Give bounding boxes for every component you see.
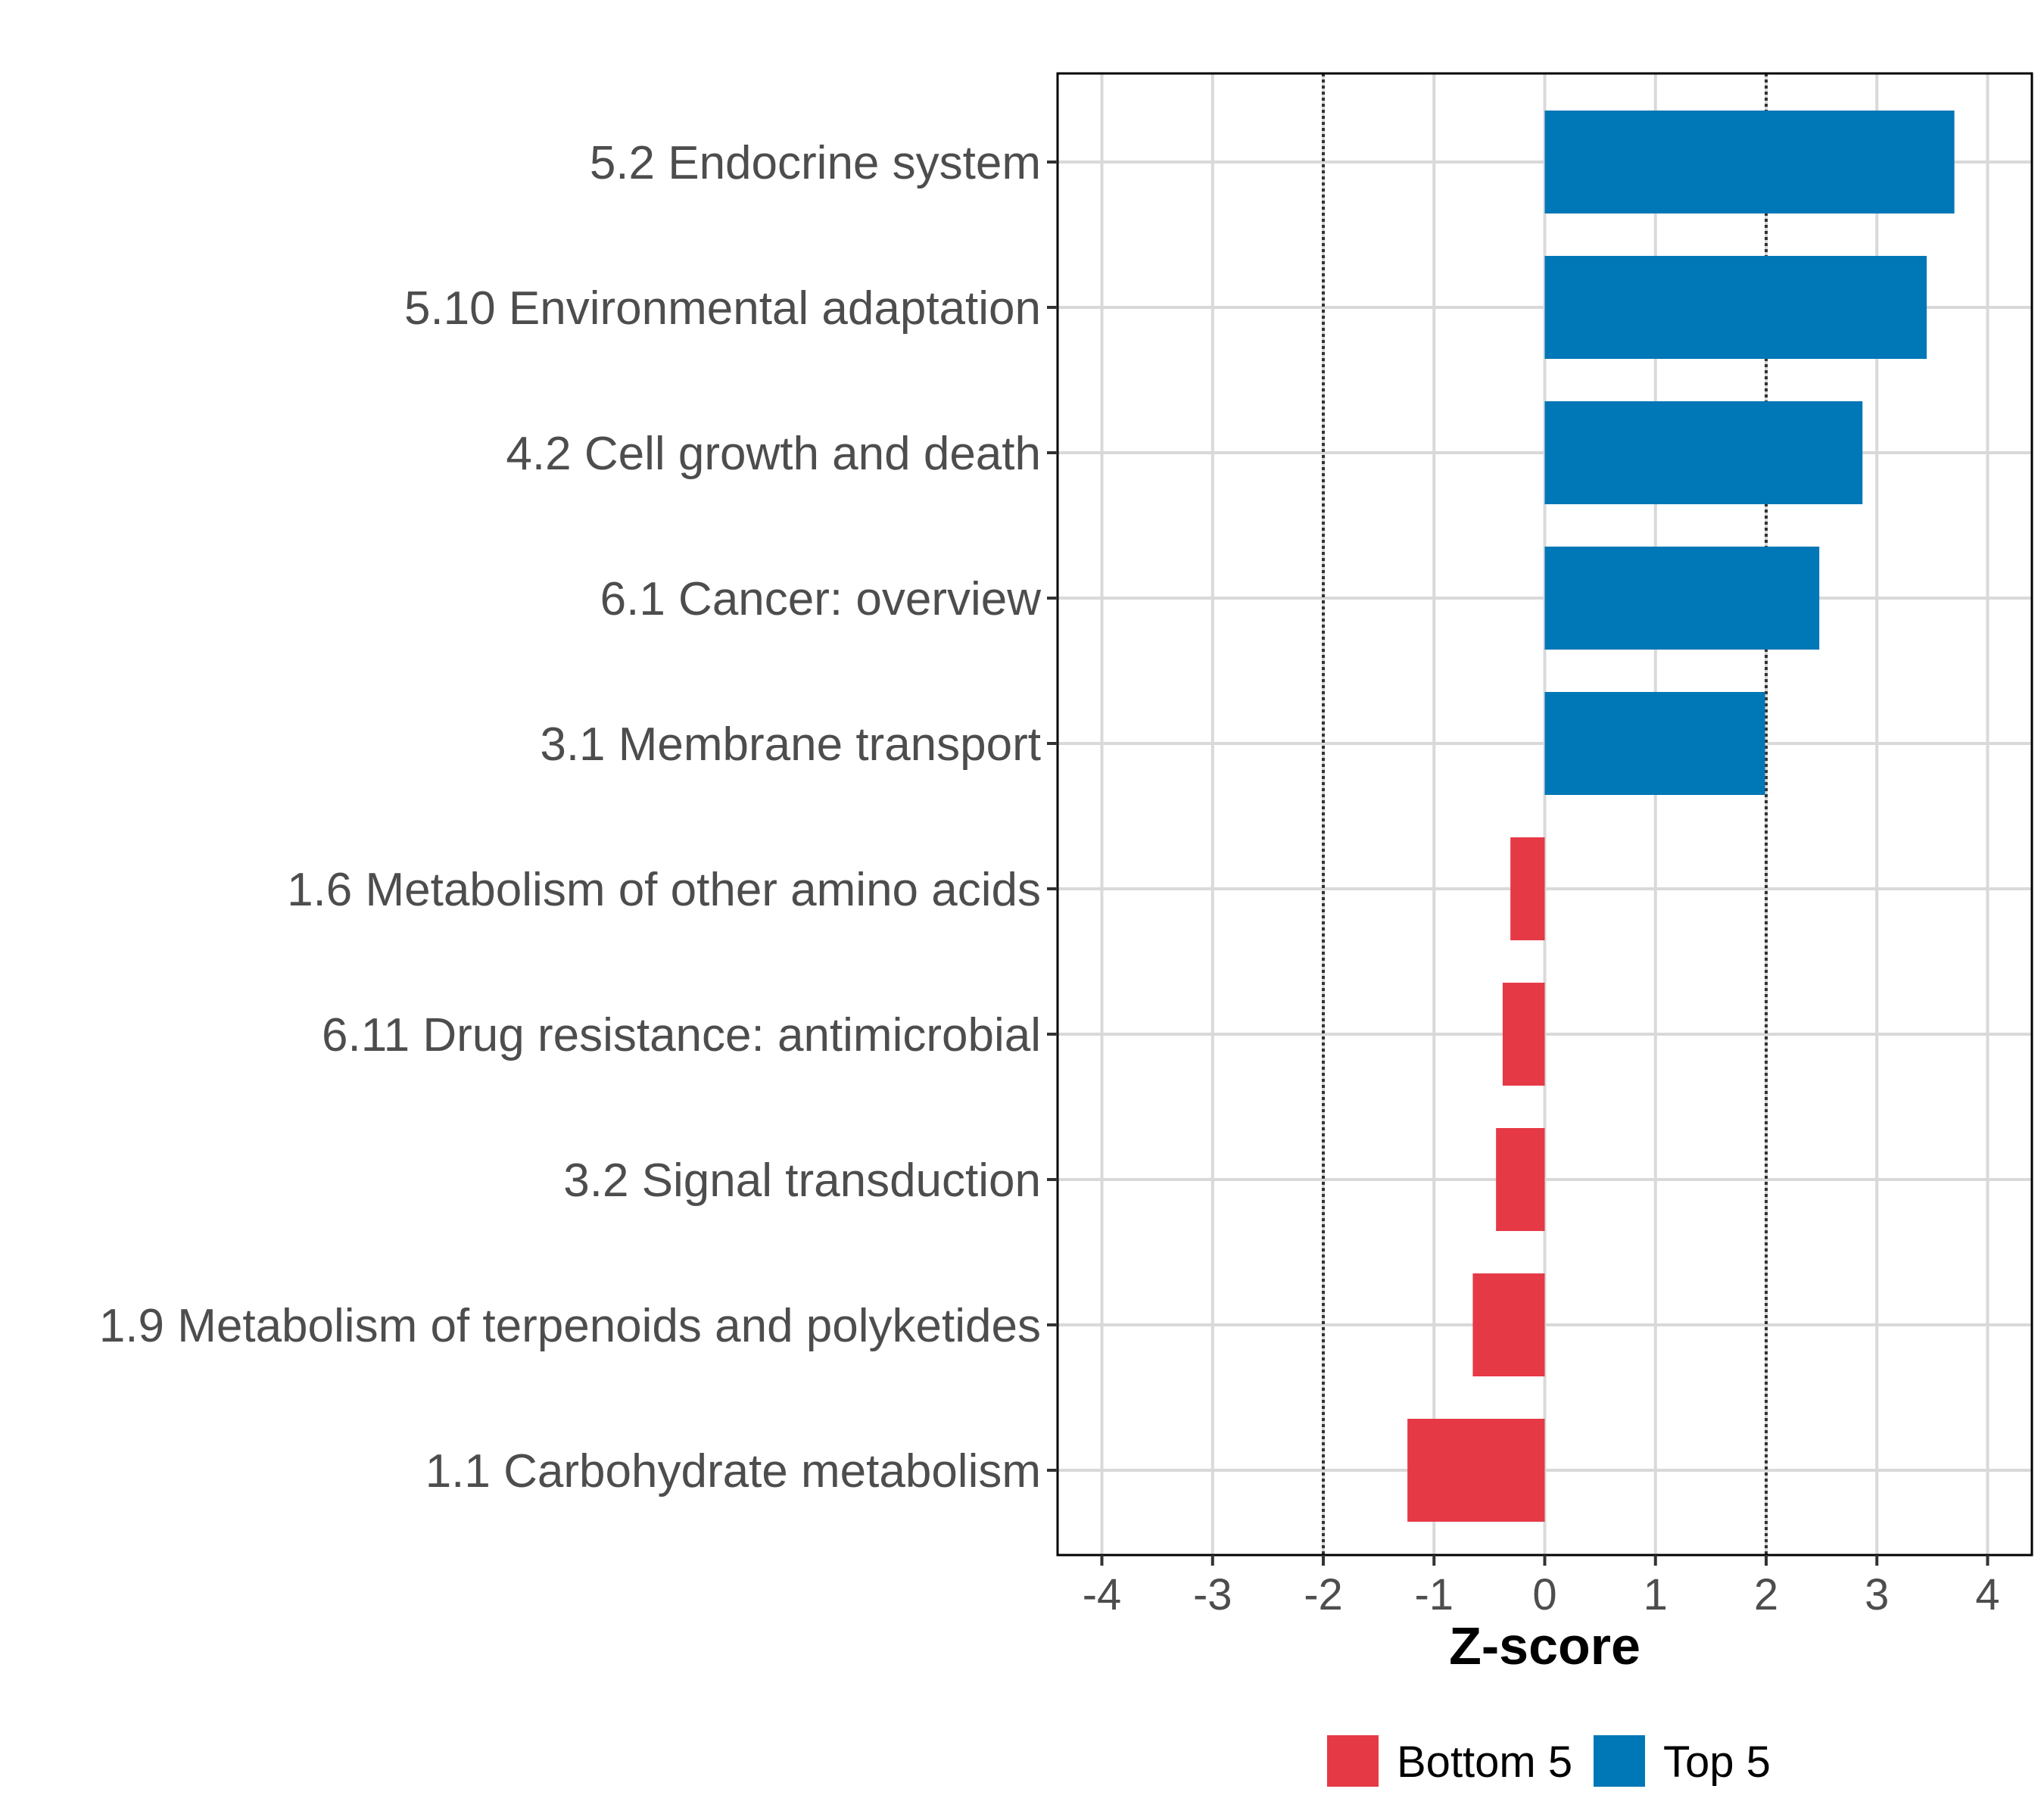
category-label: 1.9 Metabolism of terpenoids and polyket…	[99, 1300, 1041, 1352]
x-tick-label: -2	[1304, 1570, 1343, 1619]
category-label: 5.2 Endocrine system	[590, 137, 1041, 189]
bar-bottom	[1407, 1419, 1545, 1522]
category-label: 4.2 Cell growth and death	[506, 428, 1041, 480]
x-tick-label: -1	[1414, 1570, 1454, 1619]
bar-bottom	[1472, 1273, 1545, 1376]
x-tick-label: 2	[1754, 1570, 1778, 1619]
x-axis-ticks: -4 -3 -2 -1 0 1 2 3 4	[1083, 1555, 2000, 1619]
bar-bottom	[1510, 837, 1545, 940]
x-tick-label: 1	[1644, 1570, 1668, 1619]
legend-swatch	[1327, 1735, 1379, 1787]
category-label: 1.1 Carbohydrate metabolism	[425, 1445, 1041, 1498]
legend-label: Top 5	[1663, 1738, 1771, 1787]
x-tick-label: 4	[1975, 1570, 1999, 1619]
x-tick-label: -4	[1083, 1570, 1122, 1619]
x-axis-title: Z-score	[1449, 1616, 1640, 1675]
legend: Bottom 5 Top 5	[1327, 1735, 1771, 1787]
x-tick-label: 0	[1532, 1570, 1556, 1619]
x-tick-label: 3	[1865, 1570, 1889, 1619]
category-label: 1.6 Metabolism of other amino acids	[287, 864, 1041, 916]
y-axis-ticks: 5.2 Endocrine system 5.10 Environmental a…	[99, 137, 1058, 1498]
category-label: 3.1 Membrane transport	[540, 718, 1041, 771]
bar-top	[1544, 256, 1927, 359]
bar-top	[1544, 547, 1820, 650]
bar-top	[1544, 401, 1863, 504]
category-label: 3.2 Signal transduction	[563, 1155, 1041, 1207]
legend-swatch	[1594, 1735, 1645, 1787]
bar-top	[1544, 692, 1765, 795]
category-label: 6.1 Cancer: overview	[600, 573, 1042, 625]
reference-lines	[1322, 73, 1768, 1555]
bar-bottom	[1496, 1128, 1545, 1231]
bars	[1407, 111, 1955, 1522]
category-label: 5.10 Environmental adaptation	[404, 282, 1041, 335]
category-label: 6.11 Drug resistance: antimicrobial	[322, 1009, 1041, 1061]
bar-top	[1544, 111, 1955, 213]
legend-label: Bottom 5	[1397, 1738, 1572, 1787]
x-tick-label: -3	[1193, 1570, 1232, 1619]
bar-bottom	[1502, 983, 1545, 1086]
